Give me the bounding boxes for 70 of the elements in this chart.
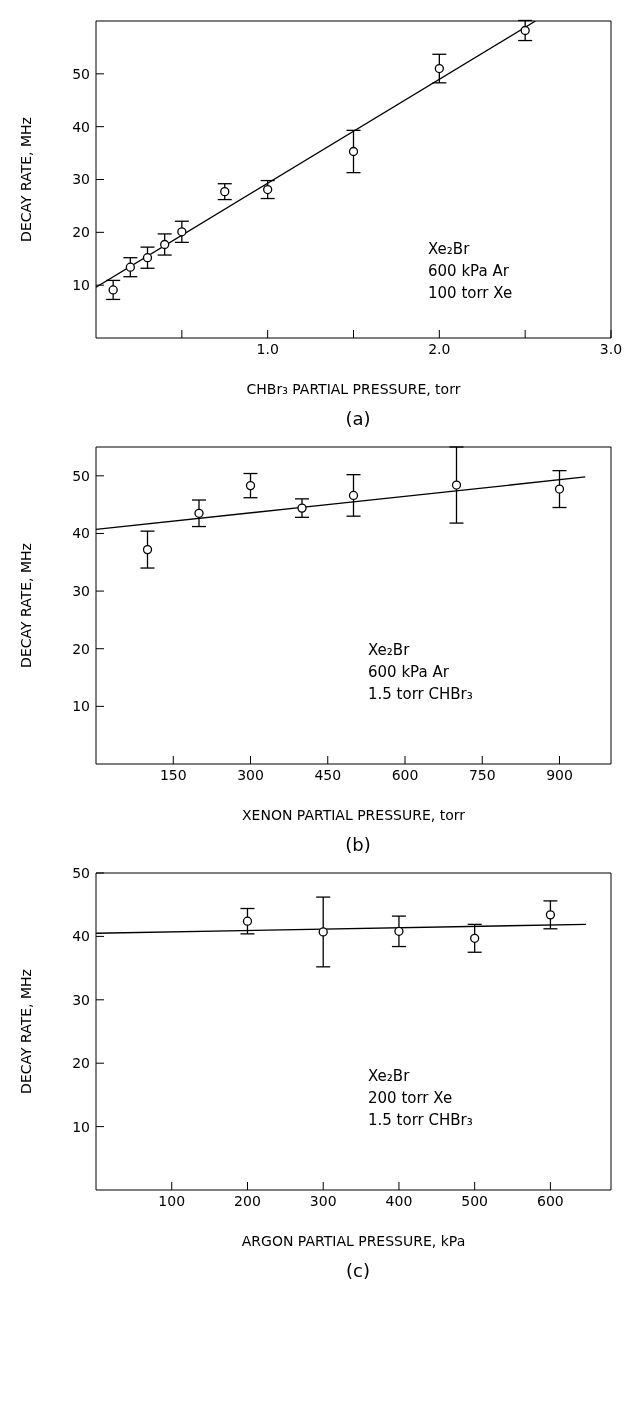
point <box>125 262 135 272</box>
x-tick-label: 750 <box>468 766 496 783</box>
point <box>297 503 307 513</box>
y-tick-label: 10 <box>72 698 90 715</box>
y-tick-label: 40 <box>72 118 90 135</box>
point <box>451 480 462 490</box>
annotation: Xe₂Br <box>428 239 471 260</box>
point <box>142 253 153 263</box>
text: (c) <box>345 1260 371 1283</box>
x-axis-title: XENON PARTIAL PRESSURE, torr <box>241 807 466 823</box>
x-tick-label: 600 <box>391 766 419 783</box>
y-tick-label: 20 <box>72 224 90 241</box>
point <box>520 25 530 36</box>
point <box>194 508 204 518</box>
y-tick-label: 30 <box>72 171 90 188</box>
point <box>108 285 118 295</box>
point <box>160 239 170 250</box>
point <box>142 544 153 555</box>
x-tick-label: 300 <box>309 1192 337 1209</box>
point <box>242 916 253 926</box>
x-axis-title: ARGON PARTIAL PRESSURE, kPa <box>241 1233 466 1249</box>
point <box>394 926 404 936</box>
point <box>220 187 230 197</box>
y-tick-label: 20 <box>72 640 90 657</box>
point <box>245 480 256 491</box>
x-tick-label: 2.0 <box>428 340 451 357</box>
x-tick-label: 500 <box>461 1192 489 1209</box>
x-tick-label: 400 <box>385 1192 413 1209</box>
x-tick-label: 200 <box>234 1192 261 1209</box>
annotation: 1.5 torr CHBr₃ <box>368 1110 473 1131</box>
point <box>470 933 480 943</box>
x-tick-label: 100 <box>158 1192 186 1209</box>
text: (a) <box>344 408 372 431</box>
point <box>434 63 444 74</box>
point <box>554 484 565 494</box>
x-axis-title: CHBr₃ PARTIAL PRESSURE, torr <box>246 381 461 397</box>
x-tick-label: 3.0 <box>599 340 623 357</box>
y-tick-label: 50 <box>72 65 90 82</box>
annotation: Xe₂Br <box>368 640 411 661</box>
point <box>263 184 273 195</box>
point <box>348 146 359 157</box>
annotation: 200 torr Xe <box>368 1088 454 1109</box>
y-tick-label: 20 <box>72 1055 90 1072</box>
y-tick-label: 30 <box>72 991 90 1008</box>
annotation: 600 kPa Ar <box>368 662 450 683</box>
x-tick-label: 600 <box>537 1192 564 1209</box>
x-tick-label: 900 <box>546 766 573 783</box>
y-tick-label: 40 <box>72 928 90 945</box>
point <box>348 490 359 501</box>
annotation: Xe₂Br <box>368 1066 411 1087</box>
y-axis-title: DECAY RATE, MHz <box>17 543 34 668</box>
y-tick-label: 10 <box>72 1118 90 1135</box>
point <box>545 910 556 920</box>
x-tick-label: 1.0 <box>256 340 279 357</box>
annotation: 600 kPa Ar <box>428 261 510 282</box>
annotation: 100 torr Xe <box>428 283 513 304</box>
y-tick-label: 50 <box>72 467 90 484</box>
y-axis-title: DECAY RATE, MHz <box>17 117 34 242</box>
y-tick-label: 40 <box>72 525 90 542</box>
y-tick-label: 30 <box>72 583 90 600</box>
point <box>318 927 328 937</box>
point <box>177 227 187 237</box>
x-tick-label: 450 <box>314 766 342 783</box>
y-axis-title: DECAY RATE, MHz <box>17 969 34 1094</box>
y-tick-label: 10 <box>72 277 90 294</box>
annotation: 1.5 torr CHBr₃ <box>368 684 473 705</box>
x-tick-label: 150 <box>159 766 187 783</box>
y-tick-label: 50 <box>72 864 90 881</box>
x-tick-label: 300 <box>237 766 264 783</box>
text: (b) <box>344 834 372 857</box>
